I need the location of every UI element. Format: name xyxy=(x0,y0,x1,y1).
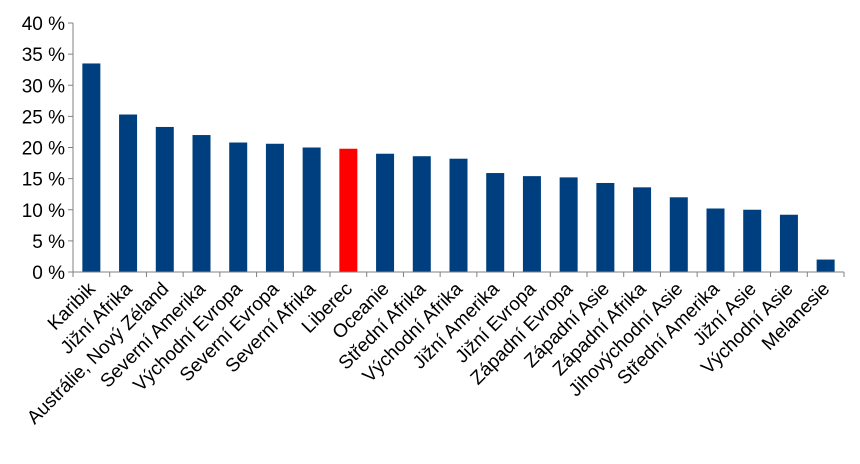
y-tick-label: 0 % xyxy=(32,263,65,284)
bar xyxy=(192,135,211,272)
y-tick-label: 35 % xyxy=(22,45,65,66)
bar xyxy=(412,156,431,272)
y-tick-label: 25 % xyxy=(22,107,65,128)
bar xyxy=(816,259,835,272)
bar xyxy=(486,173,505,272)
y-tick-label: 30 % xyxy=(22,76,65,97)
y-tick-label: 10 % xyxy=(22,201,65,222)
bar xyxy=(706,208,725,272)
bar xyxy=(155,126,174,273)
y-tick-label: 40 % xyxy=(22,14,65,35)
bar xyxy=(669,197,688,272)
bar-highlight xyxy=(339,148,358,272)
bar xyxy=(265,143,284,272)
bar xyxy=(119,114,138,272)
bar xyxy=(743,209,762,272)
bar xyxy=(779,214,798,272)
bar xyxy=(376,153,395,272)
bar xyxy=(596,182,615,272)
bar xyxy=(559,177,578,272)
bar xyxy=(449,158,468,272)
bar xyxy=(82,63,101,273)
y-tick-label: 15 % xyxy=(22,170,65,191)
y-tick-label: 20 % xyxy=(22,139,65,160)
bar xyxy=(522,176,541,272)
bar xyxy=(633,187,652,272)
y-tick-label: 5 % xyxy=(32,232,65,253)
bar xyxy=(229,142,248,272)
bars xyxy=(82,63,835,273)
bar xyxy=(302,147,321,272)
y-axis: 0 % 5 % 10 % 15 % 20 % 25 % 30 % 35 % 40 % xyxy=(22,14,74,284)
